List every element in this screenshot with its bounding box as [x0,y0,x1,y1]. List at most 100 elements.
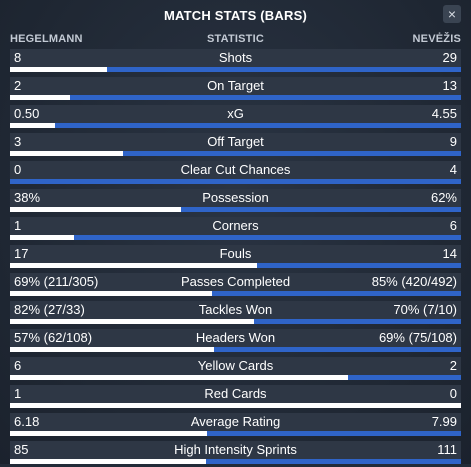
away-value: 62% [430,190,457,205]
close-button[interactable]: × [443,5,461,23]
stat-row: 38% Possession 62% [0,187,471,215]
stat-row-background [10,189,461,207]
away-value: 14 [442,246,457,261]
home-share-bar [10,403,461,408]
away-value: 13 [442,78,457,93]
home-share-bar [10,347,214,352]
home-value: 57% (62/108) [14,330,93,345]
stat-row-background [10,133,461,151]
home-share-bar [10,235,75,240]
stat-row: 2 On Target 13 [0,75,471,103]
stat-row-background [10,441,461,459]
home-share-bar [10,123,55,128]
home-share-bar [10,319,254,324]
stat-row: 8 Shots 29 [0,47,471,75]
comparison-bar [10,235,461,240]
home-value: 2 [14,78,22,93]
comparison-bar [10,179,461,184]
home-value: 69% (211/305) [14,274,99,289]
stat-name: Shots [218,50,253,65]
away-value: 6 [449,218,457,233]
stat-row-background [10,413,461,431]
comparison-bar [10,263,461,268]
stat-name: Tackles Won [198,302,273,317]
stat-name: Off Target [207,134,264,149]
stat-name: Clear Cut Chances [180,162,291,177]
stat-row-background [10,217,461,235]
stats-list: 8 Shots 29 2 On Target 13 0.50 xG 4.55 3 Off Targe… [0,47,471,467]
stat-row-background [10,273,461,291]
panel-title: MATCH STATS (BARS) [164,8,307,23]
stat-row: 3 Off Target 9 [0,131,471,159]
stat-name: Possession [202,190,269,205]
stat-row-background [10,245,461,263]
comparison-bar [10,95,461,100]
away-value: 2 [449,358,457,373]
home-share-bar [10,67,108,72]
comparison-bar [10,375,461,380]
close-icon: × [447,6,457,22]
stat-name: Average Rating [190,414,281,429]
stat-name: High Intensity Sprints [174,442,297,457]
stat-name: On Target [207,78,264,93]
stat-row: 17 Fouls 14 [0,243,471,271]
stat-name: Red Cards [204,386,267,401]
away-value: 9 [449,134,457,149]
away-value: 0 [449,386,457,401]
away-value: 85% (420/492) [371,274,457,289]
home-team-header: HEGELMANN [10,33,83,45]
away-value: 29 [442,50,457,65]
home-share-bar [10,431,207,436]
comparison-bar [10,431,461,436]
stat-row-background [10,161,461,179]
stat-row: 82% (27/33) Tackles Won 70% (7/10) [0,299,471,327]
away-value: 70% (7/10) [393,302,457,317]
stat-row-background [10,385,461,403]
stat-row: 1 Red Cards 0 [0,383,471,411]
stat-name: xG [227,106,244,121]
away-team-header: NEVĖŽIS [412,33,461,45]
home-value: 38% [14,190,41,205]
home-value: 0 [14,162,22,177]
home-share-bar [10,95,70,100]
home-share-bar [10,207,182,212]
comparison-bar [10,291,461,296]
stat-row-background [10,357,461,375]
stat-name: Yellow Cards [197,358,274,373]
away-value: 4 [449,162,457,177]
statistic-header: STATISTIC [207,33,264,45]
away-value: 111 [437,442,457,457]
home-value: 85 [14,442,29,457]
stat-row: 6 Yellow Cards 2 [0,355,471,383]
comparison-bar [10,67,461,72]
home-share-bar [10,263,258,268]
stat-row: 69% (211/305) Passes Completed 85% (420/49… [0,271,471,299]
stat-name: Fouls [219,246,252,261]
home-value: 3 [14,134,22,149]
stat-row: 1 Corners 6 [0,215,471,243]
home-value: 17 [14,246,29,261]
comparison-bar [10,403,461,408]
stat-row: 6.18 Average Rating 7.99 [0,411,471,439]
stat-row-background [10,49,461,67]
away-value: 69% (75/108) [378,330,457,345]
stat-row-background [10,105,461,123]
stat-row: 57% (62/108) Headers Won 69% (75/108) [0,327,471,355]
stat-name: Corners [212,218,259,233]
home-value: 82% (27/33) [14,302,85,317]
home-value: 0.50 [14,106,40,121]
comparison-bar [10,319,461,324]
home-value: 6.18 [14,414,40,429]
stat-name: Passes Completed [180,274,291,289]
comparison-bar [10,347,461,352]
home-share-bar [10,375,349,380]
home-value: 8 [14,50,22,65]
stat-row-background [10,329,461,347]
stat-row-background [10,77,461,95]
home-share-bar [10,151,123,156]
column-headers: HEGELMANN STATISTIC NEVĖŽIS [0,33,471,47]
stat-name: Headers Won [195,330,276,345]
away-value: 7.99 [431,414,457,429]
away-value: 4.55 [431,106,457,121]
